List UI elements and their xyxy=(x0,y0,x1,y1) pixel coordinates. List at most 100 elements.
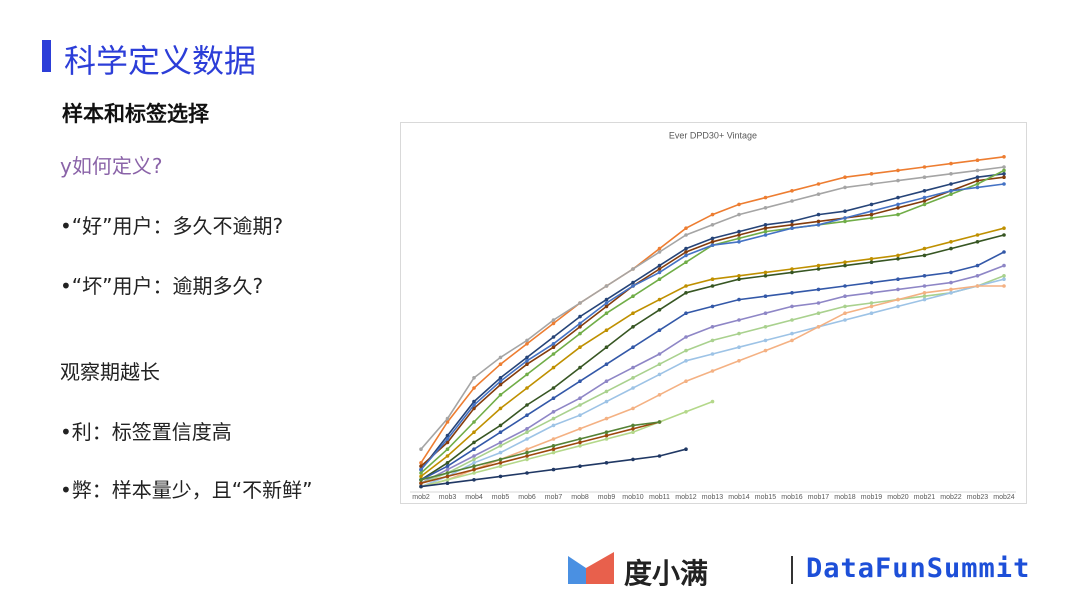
point xyxy=(525,430,529,435)
point xyxy=(472,376,476,380)
point xyxy=(445,471,450,475)
point xyxy=(922,175,927,179)
point xyxy=(975,182,980,186)
point xyxy=(896,257,900,261)
x-tick-label: mob21 xyxy=(914,494,936,501)
point xyxy=(949,182,953,186)
point xyxy=(498,376,503,380)
point xyxy=(684,410,688,414)
point xyxy=(710,338,715,343)
point xyxy=(710,243,715,247)
bullet: •“好”用户：多久不逾期? xyxy=(60,214,284,238)
point xyxy=(498,474,503,479)
point xyxy=(578,413,582,418)
point xyxy=(498,406,503,411)
point xyxy=(975,158,980,162)
point xyxy=(551,467,556,472)
x-tick-label: mob6 xyxy=(518,494,536,501)
point xyxy=(604,362,609,366)
point xyxy=(445,474,450,479)
point xyxy=(684,260,688,264)
point xyxy=(684,226,688,230)
point xyxy=(763,226,768,230)
point xyxy=(472,457,476,462)
point xyxy=(684,291,688,295)
point xyxy=(604,461,609,465)
point xyxy=(445,433,450,438)
point xyxy=(604,345,609,349)
x-tick-label: mob14 xyxy=(728,494,750,501)
point xyxy=(737,274,741,278)
point xyxy=(445,440,450,445)
point xyxy=(684,233,688,237)
point xyxy=(843,260,847,264)
point xyxy=(684,447,688,452)
point xyxy=(1002,233,1006,237)
point xyxy=(657,393,662,397)
point xyxy=(419,474,423,479)
point xyxy=(975,240,980,244)
x-tick-label: mob18 xyxy=(834,494,856,501)
point xyxy=(419,447,423,452)
logo-right xyxy=(586,552,614,584)
point xyxy=(551,318,556,322)
point xyxy=(737,202,741,207)
point xyxy=(816,223,821,227)
point xyxy=(578,437,582,441)
point xyxy=(843,219,847,224)
point xyxy=(1002,284,1006,288)
bullet: 观察期越长 xyxy=(60,360,160,384)
point xyxy=(1002,155,1006,159)
point xyxy=(710,325,715,329)
point xyxy=(525,454,529,458)
point xyxy=(604,433,609,438)
point xyxy=(419,478,423,482)
x-tick-label: mob11 xyxy=(649,494,670,501)
point xyxy=(922,202,927,207)
point xyxy=(551,396,556,401)
point xyxy=(922,246,927,251)
point xyxy=(816,301,821,305)
question: y如何定义? xyxy=(60,154,163,178)
point xyxy=(472,447,476,452)
point xyxy=(604,389,609,394)
event-name: DataFunSummit xyxy=(806,553,1031,584)
point xyxy=(896,178,900,183)
x-tick-label: mob16 xyxy=(781,494,803,501)
point xyxy=(869,301,874,305)
point xyxy=(498,382,503,387)
point xyxy=(631,365,635,370)
point xyxy=(816,325,821,329)
point xyxy=(419,467,423,472)
point xyxy=(790,270,794,275)
point xyxy=(869,216,874,220)
x-tick-label: mob7 xyxy=(545,494,563,501)
point xyxy=(604,399,609,404)
title-bar xyxy=(42,40,51,72)
point xyxy=(737,318,741,322)
point xyxy=(843,216,847,220)
point xyxy=(578,301,582,305)
x-tick-label: mob15 xyxy=(755,494,777,501)
x-tick-label: mob17 xyxy=(808,494,830,501)
point xyxy=(684,246,688,251)
point xyxy=(604,297,609,302)
point xyxy=(525,471,529,475)
point xyxy=(578,345,582,349)
point xyxy=(949,291,953,295)
point xyxy=(525,450,529,455)
point xyxy=(498,423,503,428)
point xyxy=(975,185,980,190)
point xyxy=(843,318,847,322)
point xyxy=(657,328,662,332)
point xyxy=(843,304,847,309)
point xyxy=(498,440,503,445)
point xyxy=(631,345,635,349)
point xyxy=(525,386,529,390)
point xyxy=(578,396,582,401)
point xyxy=(816,263,821,268)
point xyxy=(922,253,927,258)
point xyxy=(684,348,688,353)
point xyxy=(896,206,900,210)
point xyxy=(896,287,900,292)
